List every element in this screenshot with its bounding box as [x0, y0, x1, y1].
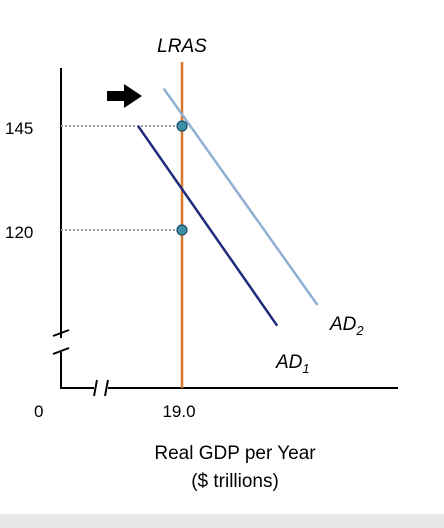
- x-axis-break-mark-left: [93, 379, 98, 397]
- equilibrium-point-145: [176, 120, 188, 132]
- ad2-label-subscript: 2: [355, 323, 364, 338]
- ad2-line: [162, 87, 319, 306]
- x-axis-title-line2: ($ trillions): [191, 471, 279, 492]
- x-tick-label-19: 19.0: [162, 402, 195, 421]
- ad2-label-name: AD: [329, 314, 357, 335]
- ad2-label: AD2: [329, 314, 364, 338]
- shift-arrow-right-icon: [107, 84, 142, 108]
- ad1-line: [137, 125, 279, 327]
- y-tick-label-145: 145: [5, 119, 33, 138]
- origin-label: 0: [34, 402, 43, 421]
- y-axis-break-mark-top: [52, 329, 70, 337]
- equilibrium-point-120: [176, 224, 188, 236]
- ad1-label-name: AD: [275, 352, 303, 373]
- lras-label: LRAS: [157, 36, 207, 57]
- y-axis-break-mark-bottom: [52, 347, 70, 355]
- x-axis-title-line1: Real GDP per Year: [154, 443, 316, 464]
- y-tick-label-120: 120: [5, 223, 33, 242]
- bottom-strip: [0, 514, 444, 528]
- ad1-label-subscript: 1: [302, 361, 309, 376]
- ad1-label: AD1: [275, 352, 310, 376]
- axes: [52, 68, 398, 397]
- x-axis-break-mark-right: [104, 379, 109, 397]
